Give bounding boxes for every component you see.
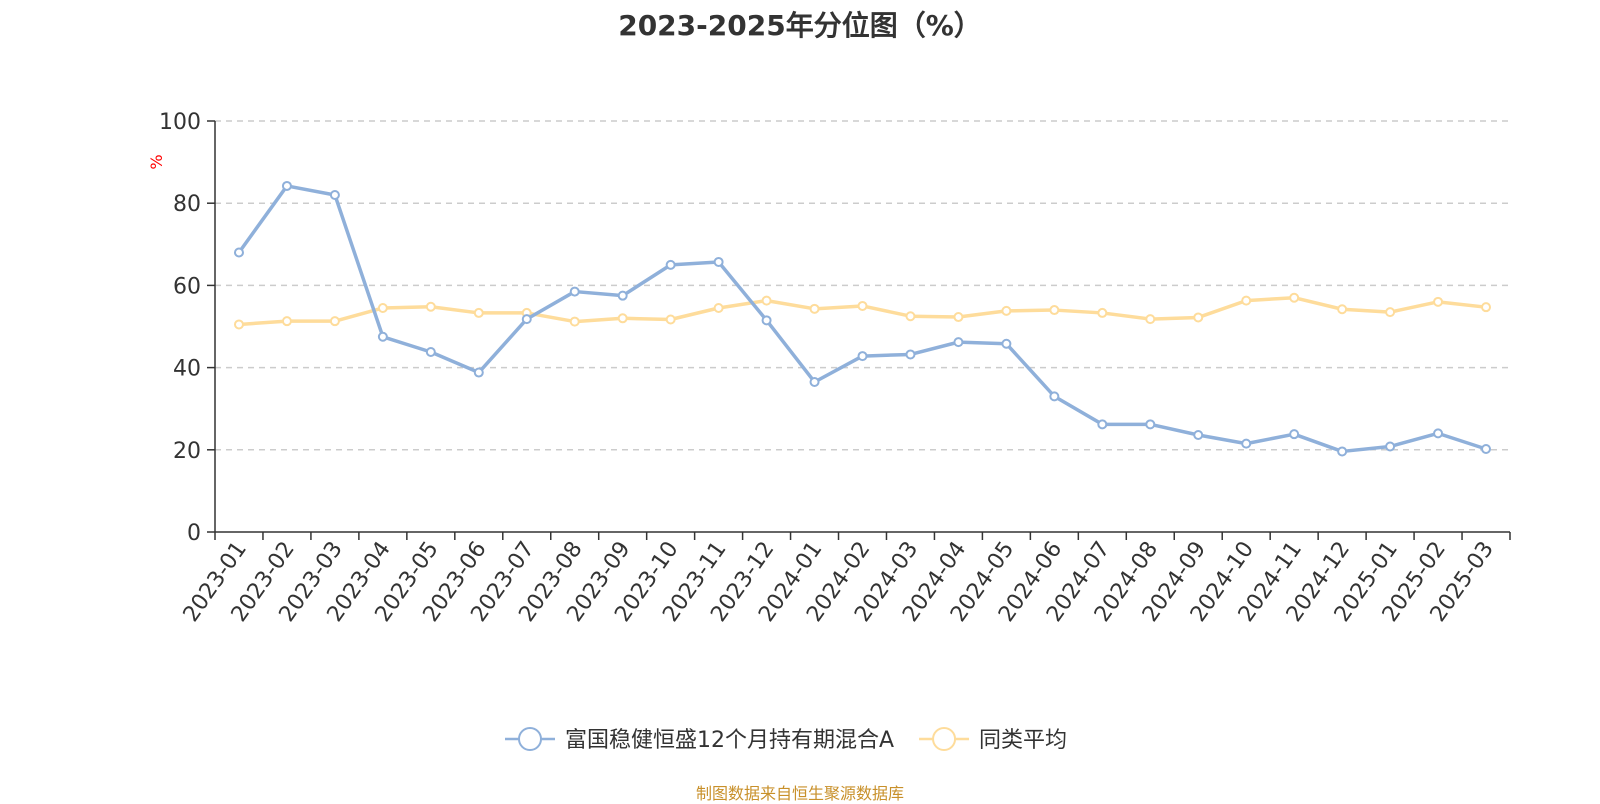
data-point: [329, 189, 340, 200]
grid-lines: [215, 120, 1510, 451]
legend-label: 富国稳健恒盛12个月持有期混合A: [565, 728, 894, 753]
data-point: [713, 256, 724, 267]
data-point: [1241, 438, 1252, 449]
data-point: [425, 346, 436, 357]
data-point: [569, 316, 580, 327]
data-point: [473, 367, 484, 378]
data-point: [1337, 446, 1348, 457]
data-point: [233, 247, 244, 258]
series-line: [237, 184, 1487, 454]
data-point: [473, 307, 484, 318]
y-tick-label: 80: [173, 192, 201, 217]
data-point: [281, 180, 292, 191]
series-lines: [233, 180, 1492, 457]
series-2: [233, 292, 1492, 330]
data-point: [1145, 419, 1156, 430]
y-tick-label: 20: [173, 439, 201, 464]
data-point: [905, 349, 916, 360]
data-point: [1049, 305, 1060, 316]
data-point: [617, 290, 628, 301]
data-point: [809, 376, 820, 387]
data-point: [377, 331, 388, 342]
y-tick-label: 0: [187, 521, 201, 546]
data-point: [1385, 307, 1396, 318]
chart-title: 2023-2025年分位图（%）: [618, 9, 982, 42]
data-point: [1385, 441, 1396, 452]
data-point: [953, 337, 964, 348]
data-point: [377, 303, 388, 314]
data-point: [1001, 305, 1012, 316]
data-point: [1241, 295, 1252, 306]
data-point: [1001, 338, 1012, 349]
series-1: [233, 180, 1492, 457]
y-tick-label: 100: [159, 110, 201, 135]
legend-item-2[interactable]: 同类平均: [919, 727, 1067, 753]
y-tick-label: 60: [173, 274, 201, 299]
data-point: [569, 286, 580, 297]
data-point: [1289, 429, 1300, 440]
legend[interactable]: 富国稳健恒盛12个月持有期混合A 同类平均: [505, 727, 1067, 753]
data-point: [1049, 391, 1060, 402]
y-axis-label: %: [147, 154, 166, 169]
data-point: [425, 301, 436, 312]
data-point: [1097, 419, 1108, 430]
data-point: [617, 313, 628, 324]
data-point: [713, 303, 724, 314]
legend-marker: [932, 727, 957, 751]
data-point: [1433, 428, 1444, 439]
data-point: [1481, 302, 1492, 313]
data-point: [1193, 312, 1204, 323]
legend-item-1[interactable]: 富国稳健恒盛12个月持有期混合A: [505, 727, 894, 753]
data-point: [233, 319, 244, 330]
data-point: [857, 300, 868, 311]
legend-label: 同类平均: [979, 728, 1067, 753]
data-point: [1193, 430, 1204, 441]
legend-marker: [518, 727, 542, 751]
data-point: [329, 316, 340, 327]
data-point: [905, 311, 916, 322]
data-point: [857, 351, 868, 362]
data-point: [1433, 296, 1444, 307]
data-point: [521, 314, 532, 325]
data-point: [953, 312, 964, 323]
data-point: [665, 314, 676, 325]
data-point: [281, 316, 292, 327]
data-point: [809, 303, 820, 314]
data-point: [1145, 314, 1156, 325]
data-point: [761, 295, 772, 306]
y-tick-label: 40: [173, 357, 201, 382]
data-point: [761, 315, 772, 326]
data-point: [1337, 304, 1348, 315]
data-point: [1097, 307, 1108, 318]
source-footer: 制图数据来自恒生聚源数据库: [695, 784, 904, 803]
axes: 0204060801002023-012023-022023-032023-04…: [159, 110, 1511, 627]
data-point: [1289, 292, 1300, 303]
data-point: [665, 259, 676, 270]
data-point: [1481, 443, 1492, 454]
